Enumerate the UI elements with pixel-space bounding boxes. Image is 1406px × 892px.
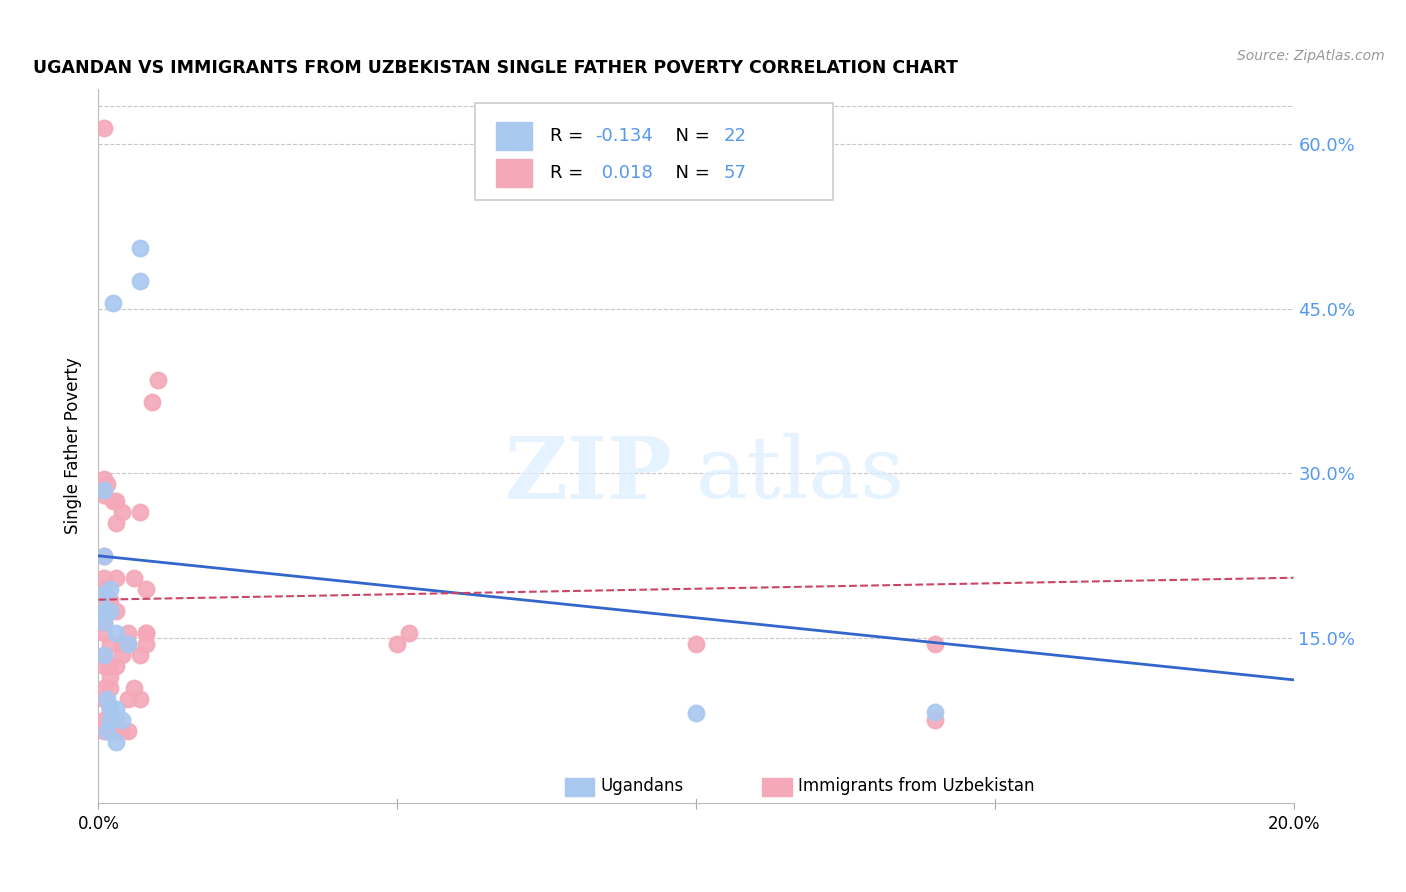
Point	[98, 702, 122, 716]
Point	[98, 669, 122, 683]
FancyBboxPatch shape	[496, 122, 533, 150]
Point	[105, 571, 128, 585]
Point	[105, 604, 128, 618]
Point	[96, 724, 118, 739]
Point	[105, 494, 128, 508]
Text: R =: R =	[550, 164, 589, 182]
Point	[135, 625, 157, 640]
Point	[93, 488, 115, 502]
Point	[98, 702, 122, 716]
Point	[93, 604, 115, 618]
FancyBboxPatch shape	[762, 778, 792, 796]
Point	[385, 637, 409, 651]
Point	[103, 296, 125, 310]
Point	[93, 549, 115, 563]
Point	[141, 395, 163, 409]
Point	[93, 625, 115, 640]
Point	[96, 691, 118, 706]
Point	[105, 658, 128, 673]
Point	[135, 582, 157, 596]
Point	[924, 637, 946, 651]
Point	[98, 582, 122, 596]
Text: R =: R =	[550, 127, 589, 145]
Point	[93, 483, 115, 497]
Point	[93, 615, 115, 629]
Point	[93, 604, 115, 618]
Text: N =: N =	[664, 164, 716, 182]
Point	[105, 714, 128, 728]
Point	[105, 516, 128, 530]
Point	[93, 472, 115, 486]
Point	[93, 724, 115, 739]
Text: Ugandans: Ugandans	[600, 778, 683, 796]
Point	[98, 604, 122, 618]
Point	[117, 625, 139, 640]
Point	[98, 714, 122, 728]
Point	[98, 714, 122, 728]
Point	[117, 637, 139, 651]
Text: -0.134: -0.134	[596, 127, 654, 145]
Point	[93, 592, 115, 607]
Point	[93, 681, 115, 695]
Point	[98, 637, 122, 651]
Point	[129, 648, 152, 662]
Point	[124, 681, 146, 695]
Point	[105, 625, 128, 640]
Point	[135, 637, 157, 651]
Point	[93, 571, 115, 585]
Point	[96, 477, 118, 491]
Point	[111, 724, 134, 739]
Point	[685, 637, 707, 651]
Point	[148, 373, 170, 387]
Point	[93, 658, 115, 673]
Point	[111, 637, 134, 651]
Point	[105, 735, 128, 749]
Point	[117, 724, 139, 739]
Point	[111, 648, 134, 662]
Point	[129, 241, 152, 255]
Point	[924, 714, 946, 728]
FancyBboxPatch shape	[496, 159, 533, 187]
Text: 22: 22	[724, 127, 747, 145]
Y-axis label: Single Father Poverty: Single Father Poverty	[65, 358, 83, 534]
Point	[98, 724, 122, 739]
Point	[98, 681, 122, 695]
Point	[129, 274, 152, 288]
Text: ZIP: ZIP	[505, 433, 672, 516]
FancyBboxPatch shape	[475, 103, 834, 200]
Point	[98, 592, 122, 607]
Point	[124, 571, 146, 585]
Text: UGANDAN VS IMMIGRANTS FROM UZBEKISTAN SINGLE FATHER POVERTY CORRELATION CHART: UGANDAN VS IMMIGRANTS FROM UZBEKISTAN SI…	[32, 59, 957, 77]
Point	[98, 658, 122, 673]
Point	[93, 120, 115, 135]
Point	[93, 648, 115, 662]
FancyBboxPatch shape	[565, 778, 595, 796]
Text: 0.018: 0.018	[596, 164, 652, 182]
Point	[129, 691, 152, 706]
Point	[924, 705, 946, 719]
Point	[93, 648, 115, 662]
Point	[685, 706, 707, 720]
Point	[93, 691, 115, 706]
Point	[93, 549, 115, 563]
Point	[105, 702, 128, 716]
Point	[93, 714, 115, 728]
Point	[98, 604, 122, 618]
Point	[398, 625, 420, 640]
Text: N =: N =	[664, 127, 716, 145]
Point	[111, 505, 134, 519]
Point	[117, 691, 139, 706]
Text: Source: ZipAtlas.com: Source: ZipAtlas.com	[1237, 49, 1385, 63]
Point	[117, 637, 139, 651]
Point	[111, 714, 134, 728]
Text: atlas: atlas	[696, 433, 905, 516]
Point	[135, 625, 157, 640]
Point	[129, 505, 152, 519]
Point	[103, 494, 125, 508]
Text: 57: 57	[724, 164, 747, 182]
Point	[93, 587, 115, 601]
Text: Immigrants from Uzbekistan: Immigrants from Uzbekistan	[797, 778, 1033, 796]
Point	[93, 615, 115, 629]
Point	[93, 582, 115, 596]
